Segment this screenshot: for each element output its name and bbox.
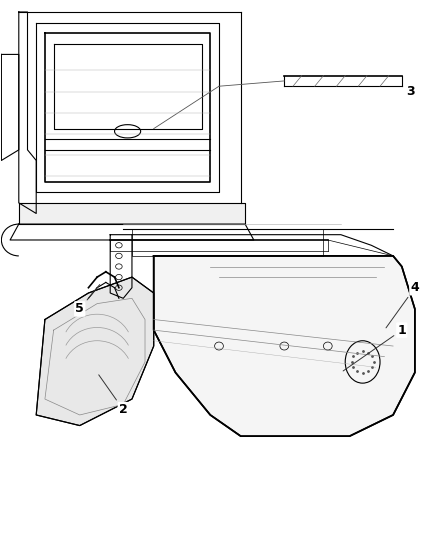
Polygon shape <box>154 256 415 436</box>
Text: 4: 4 <box>386 281 419 328</box>
Text: 1: 1 <box>343 324 406 371</box>
Text: 2: 2 <box>99 375 127 416</box>
Text: 3: 3 <box>406 85 415 98</box>
Polygon shape <box>36 277 154 425</box>
Polygon shape <box>19 203 245 224</box>
Text: 5: 5 <box>75 285 100 316</box>
